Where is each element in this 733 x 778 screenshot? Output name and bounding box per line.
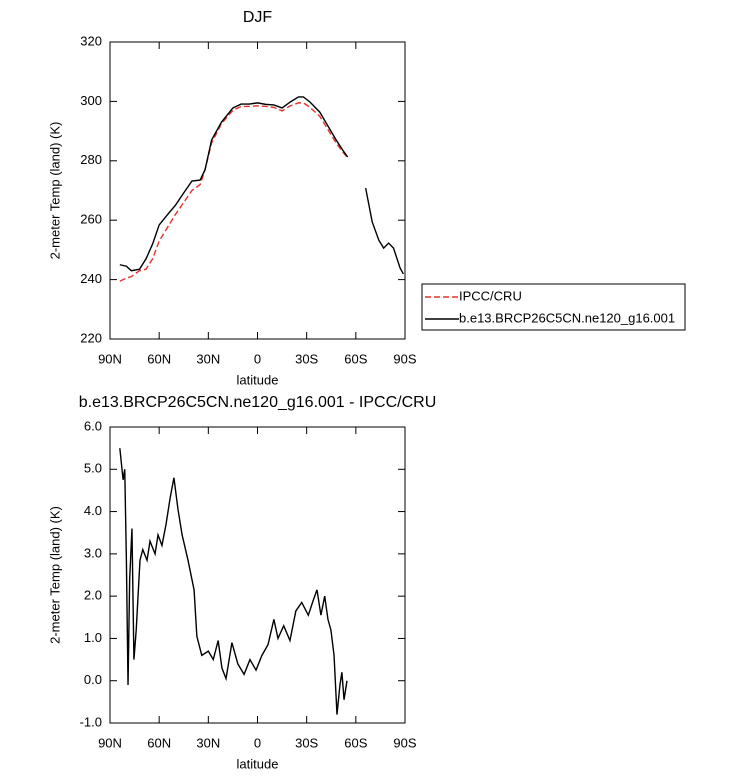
legend-label: b.e13.BRCP26C5CN.ne120_g16.001: [459, 310, 675, 325]
y-tick-label: 3.0: [84, 545, 102, 560]
y-tick-label: 1.0: [84, 630, 102, 645]
plot-frame: [109, 41, 406, 340]
y-tick-label: 280: [80, 152, 102, 167]
series-line: [119, 448, 348, 715]
x-tick-label: 0: [254, 735, 261, 750]
x-tick-label: 30N: [196, 351, 220, 366]
plot-frame: [109, 426, 406, 724]
y-tick-label: 320: [80, 33, 102, 48]
chart-title: DJF: [243, 9, 273, 26]
y-tick-label: 6.0: [84, 418, 102, 433]
x-tick-label: 30S: [295, 351, 318, 366]
x-tick-label: 90N: [98, 351, 122, 366]
x-tick-label: 60S: [344, 351, 367, 366]
x-tick-label: 30N: [196, 735, 220, 750]
y-tick-label: 240: [80, 271, 102, 286]
x-tick-label: 90N: [98, 735, 122, 750]
y-tick-label: -1.0: [80, 714, 102, 729]
legend-box: [421, 283, 686, 331]
x-tick-label: 30S: [295, 735, 318, 750]
chart-title: b.e13.BRCP26C5CN.ne120_g16.001 - IPCC/CR…: [79, 394, 437, 411]
x-tick-label: 90S: [393, 735, 416, 750]
y-tick-label: 4.0: [84, 503, 102, 518]
y-tick-label: 220: [80, 330, 102, 345]
y-tick-label: 260: [80, 212, 102, 227]
x-tick-label: 90S: [393, 351, 416, 366]
y-axis-title: 2-meter Temp (land) (K): [47, 122, 62, 260]
y-tick-label: 0.0: [84, 672, 102, 687]
series-line: [119, 102, 349, 282]
x-tick-label: 0: [254, 351, 261, 366]
x-tick-label: 60N: [147, 735, 171, 750]
x-axis-title: latitude: [237, 372, 279, 387]
series-line: [119, 96, 404, 275]
y-axis-title: 2-meter Temp (land) (K): [47, 506, 62, 644]
legend-label: IPCC/CRU: [459, 288, 522, 303]
x-axis-title: latitude: [237, 756, 279, 771]
x-tick-label: 60S: [344, 735, 367, 750]
y-tick-label: 300: [80, 93, 102, 108]
x-tick-label: 60N: [147, 351, 171, 366]
y-tick-label: 5.0: [84, 461, 102, 476]
y-tick-label: 2.0: [84, 588, 102, 603]
